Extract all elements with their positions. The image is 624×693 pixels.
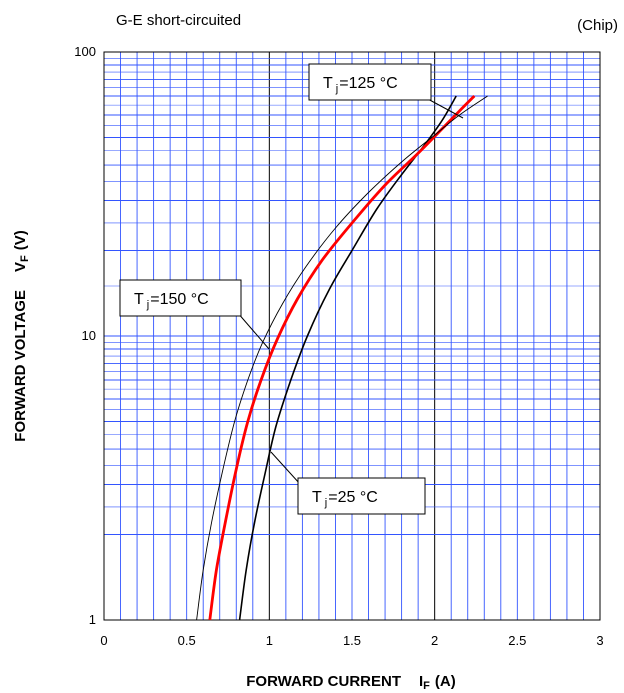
x-tick-labels: 0 0.5 1 1.5 2 2.5 3 [100,633,603,648]
x-tick-label: 0.5 [178,633,196,648]
x-tick-label: 1 [266,633,273,648]
series-line-2 [196,95,488,621]
plot-frame [103,51,601,621]
chart-title: G-E short-circuited [116,12,241,29]
x-tick-label: 0 [100,633,107,648]
x-tick-label: 2 [431,633,438,648]
series-lines [196,95,488,621]
y-tick-label: 1 [89,612,96,627]
y-tick-labels: 1 10 100 [74,44,96,627]
grid [104,52,600,620]
x-tick-label: 1.5 [343,633,361,648]
chart-subtitle: (Chip) [577,17,618,34]
y-tick-label: 100 [74,44,96,59]
series-label-leader [270,451,301,485]
series-line-1 [208,95,476,621]
series-line-0 [238,95,457,621]
series-label-box [308,63,432,101]
series-label-leader [425,97,464,119]
y-axis-label: FORWARD VOLTAGEVF(V) [12,230,31,441]
x-tick-label: 2.5 [508,633,526,648]
x-axis-label: FORWARD CURRENT IF (A) [246,673,455,692]
series-label-box [297,477,426,515]
series-label-leader [236,311,270,350]
y-tick-label: 10 [82,328,96,343]
x-tick-label: 3 [596,633,603,648]
series-label-box [119,279,242,317]
